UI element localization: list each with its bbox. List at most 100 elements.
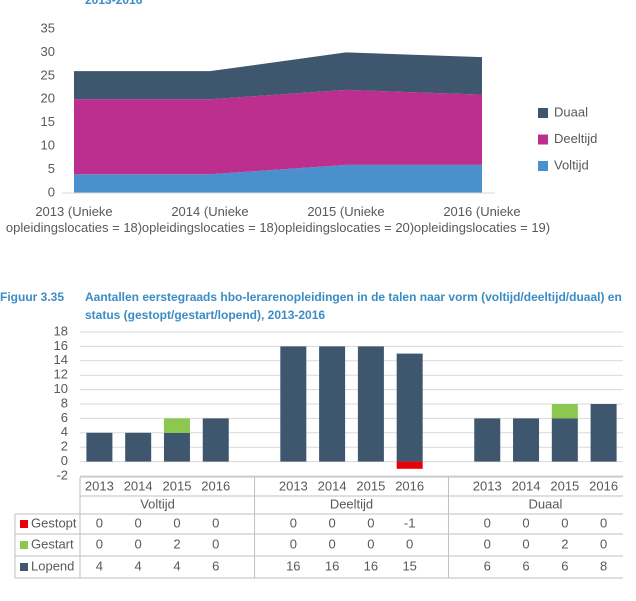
y-tick-label: 0 xyxy=(61,453,68,468)
table-value: 0 xyxy=(173,515,180,530)
table-value: 16 xyxy=(286,558,300,573)
bar xyxy=(280,346,307,462)
table-value: 2 xyxy=(173,536,180,551)
x-tick-label: 2015 xyxy=(356,478,385,493)
x-tick-label: 2013 xyxy=(85,478,114,493)
table-value: 4 xyxy=(135,558,142,573)
table-value: 0 xyxy=(522,515,529,530)
table-value: 0 xyxy=(212,515,219,530)
table-value: 2 xyxy=(561,536,568,551)
table-value: 0 xyxy=(561,515,568,530)
table-value: 0 xyxy=(290,536,297,551)
table-value: 0 xyxy=(600,536,607,551)
y-tick-label: 5 xyxy=(48,161,55,176)
bar xyxy=(357,346,384,462)
bar xyxy=(202,418,229,462)
table-value: 0 xyxy=(328,536,335,551)
bar xyxy=(513,418,540,462)
chart-title: 2013-2016* xyxy=(85,0,148,7)
bar xyxy=(396,353,423,462)
table-value: 0 xyxy=(135,515,142,530)
x-tick-label: 2014 xyxy=(318,478,347,493)
table-value: 16 xyxy=(364,558,378,573)
table-value: 4 xyxy=(173,558,180,573)
table-value: 4 xyxy=(96,558,103,573)
y-tick-label: 12 xyxy=(54,367,68,382)
bar xyxy=(551,404,578,419)
table-value: 0 xyxy=(290,515,297,530)
y-tick-label: 18 xyxy=(54,323,68,338)
table-value: -1 xyxy=(404,515,416,530)
x-tick-label: 2013 xyxy=(279,478,308,493)
table-value: 16 xyxy=(325,558,339,573)
bar xyxy=(125,432,152,462)
table-value: 0 xyxy=(484,536,491,551)
y-tick-label: 6 xyxy=(61,410,68,425)
x-tick-label: 2016 (Unieke opleidingslocaties = 19) xyxy=(413,204,551,235)
x-tick-label: 2013 (Unieke opleidingslocaties = 18) xyxy=(5,204,143,235)
legend-swatch xyxy=(20,520,28,528)
y-tick-label: 16 xyxy=(54,338,68,353)
x-tick-label: 2015 xyxy=(550,478,579,493)
table-value: 0 xyxy=(367,536,374,551)
bar xyxy=(590,404,617,462)
area xyxy=(74,164,482,193)
y-tick-label: 35 xyxy=(41,20,55,35)
group-label: Deeltijd xyxy=(330,496,373,511)
y-tick-label: 14 xyxy=(54,352,68,367)
y-tick-label: 20 xyxy=(41,91,55,106)
x-tick-label: 2015 (Unieke opleidingslocaties = 20) xyxy=(277,204,415,235)
table-value: 0 xyxy=(600,515,607,530)
legend-label: Lopend xyxy=(31,558,74,573)
table-value: 0 xyxy=(522,536,529,551)
table-value: 0 xyxy=(135,536,142,551)
table-value: 6 xyxy=(522,558,529,573)
legend-swatch xyxy=(20,541,28,549)
table-value: 0 xyxy=(96,515,103,530)
group-label: Voltijd xyxy=(140,496,175,511)
x-tick-label: 2016 xyxy=(201,478,230,493)
y-tick-label: 15 xyxy=(41,114,55,129)
table-value: 15 xyxy=(402,558,416,573)
x-tick-label: 2014 xyxy=(512,478,541,493)
group-label: Duaal xyxy=(528,496,562,511)
x-tick-label: 2014 xyxy=(124,478,153,493)
y-tick-label: 30 xyxy=(41,44,55,59)
y-tick-label: 2 xyxy=(61,439,68,454)
legend-swatch xyxy=(538,134,548,145)
chart-title: Aantallen eerstegraads hbo-lerarenopleid… xyxy=(85,290,622,322)
legend-label: Deeltijd xyxy=(554,131,597,146)
table-value: 0 xyxy=(96,536,103,551)
legend-label: Duaal xyxy=(554,104,588,119)
bar xyxy=(396,461,423,469)
legend-label: Gestart xyxy=(31,536,74,551)
bar xyxy=(86,432,113,462)
bar xyxy=(319,346,346,462)
y-tick-label: 8 xyxy=(61,395,68,410)
x-tick-label: 2014 (Unieke opleidingslocaties = 18) xyxy=(141,204,279,235)
table-value: 6 xyxy=(212,558,219,573)
legend-swatch xyxy=(538,161,548,171)
table-value: 0 xyxy=(406,536,413,551)
bar xyxy=(474,418,501,462)
y-tick-label: 10 xyxy=(54,381,68,396)
bar xyxy=(551,418,578,462)
area xyxy=(74,52,482,100)
table-value: 6 xyxy=(484,558,491,573)
y-tick-label: 4 xyxy=(61,424,68,439)
x-tick-label: 2016 xyxy=(589,478,618,493)
table-value: 0 xyxy=(212,536,219,551)
legend-swatch xyxy=(538,108,548,118)
bar xyxy=(163,418,190,433)
area xyxy=(74,89,482,175)
legend-label: Gestopt xyxy=(31,515,77,530)
bar xyxy=(163,432,190,462)
legend-swatch xyxy=(20,563,28,571)
y-tick-label: 0 xyxy=(48,184,55,199)
y-tick-label: 10 xyxy=(41,138,55,153)
figure-label: Figuur 3.35 xyxy=(0,290,65,304)
y-tick-label: 25 xyxy=(41,67,55,82)
y-tick-label: -2 xyxy=(56,467,68,482)
